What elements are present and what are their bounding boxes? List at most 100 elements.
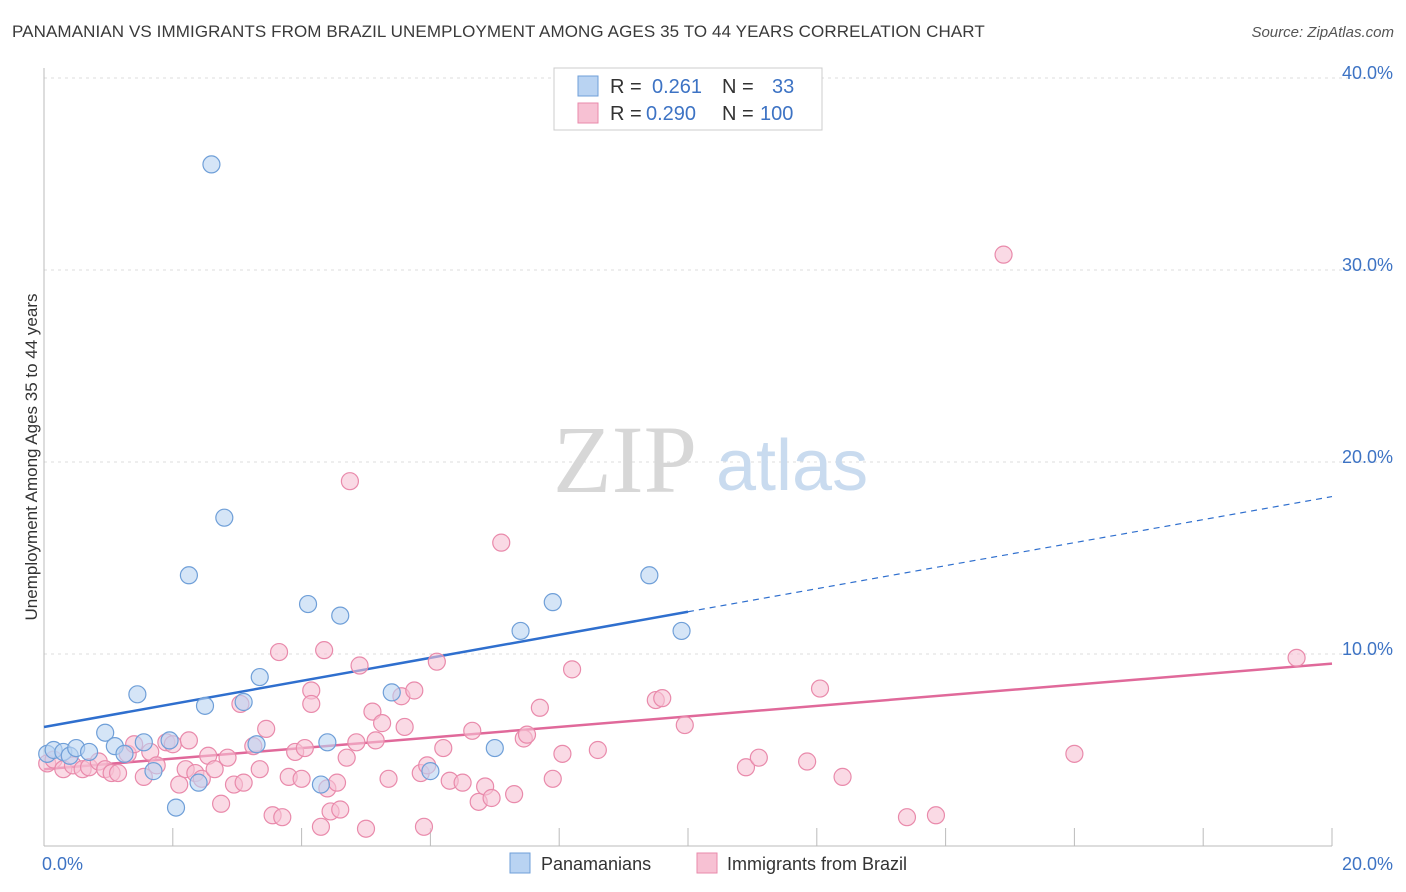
point-brazil-17 bbox=[170, 775, 189, 794]
point-brazil-45 bbox=[327, 773, 347, 792]
point-brazil-62 bbox=[427, 652, 446, 671]
legend-swatch-panamanians bbox=[509, 852, 531, 874]
point-brazil-71 bbox=[505, 785, 524, 804]
point-panamanians-25 bbox=[331, 606, 350, 625]
watermark-zip: ZIP bbox=[553, 406, 697, 513]
y-tick-label-20: 20.0% bbox=[1342, 447, 1393, 467]
legend-label-panamanians: Panamanians bbox=[541, 854, 651, 874]
point-brazil-88 bbox=[926, 806, 946, 825]
point-panamanians-27 bbox=[421, 762, 440, 781]
point-panamanians-19 bbox=[234, 692, 253, 712]
point-brazil-85 bbox=[810, 679, 830, 698]
point-panamanians-21 bbox=[250, 667, 269, 687]
point-brazil-48 bbox=[340, 472, 359, 491]
point-brazil-24 bbox=[212, 794, 231, 813]
chart-title: PANAMANIAN VS IMMIGRANTS FROM BRAZIL UNE… bbox=[12, 22, 985, 41]
point-panamanians-17 bbox=[202, 155, 221, 174]
point-brazil-69 bbox=[482, 788, 501, 808]
watermark-atlas: atlas bbox=[716, 426, 868, 506]
point-panamanians-12 bbox=[160, 731, 179, 750]
y-tick-label-40: 40.0% bbox=[1342, 63, 1393, 83]
point-panamanians-20 bbox=[247, 735, 266, 754]
point-brazil-46 bbox=[331, 800, 350, 819]
point-brazil-60 bbox=[414, 817, 434, 836]
series-panamanians-points bbox=[38, 155, 691, 817]
grid-lines bbox=[44, 77, 1392, 655]
point-brazil-90 bbox=[1065, 744, 1084, 763]
point-panamanians-18 bbox=[215, 508, 234, 527]
point-brazil-63 bbox=[434, 738, 453, 758]
point-brazil-28 bbox=[234, 773, 253, 792]
point-brazil-91 bbox=[1287, 648, 1306, 667]
point-brazil-80 bbox=[653, 689, 672, 708]
point-brazil-30 bbox=[250, 760, 269, 779]
point-brazil-40 bbox=[302, 694, 321, 714]
stats-r-value-brazil: 0.290 bbox=[646, 103, 696, 125]
point-brazil-23 bbox=[205, 760, 224, 779]
point-panamanians-26 bbox=[382, 683, 401, 702]
point-brazil-34 bbox=[269, 642, 289, 662]
y-axis-title: Unemployment Among Ages 35 to 44 years bbox=[22, 294, 41, 621]
point-brazil-49 bbox=[347, 733, 366, 752]
point-panamanians-14 bbox=[179, 566, 198, 585]
point-brazil-53 bbox=[366, 731, 385, 750]
point-brazil-89 bbox=[994, 245, 1013, 264]
point-panamanians-28 bbox=[485, 738, 504, 758]
point-brazil-58 bbox=[405, 681, 424, 700]
point-brazil-19 bbox=[179, 731, 198, 750]
point-brazil-42 bbox=[315, 641, 334, 660]
point-panamanians-5 bbox=[79, 742, 99, 762]
stats-legend-swatch-brazil bbox=[577, 102, 599, 124]
point-brazil-9 bbox=[108, 763, 128, 783]
stats-n-label-panamanians: N = bbox=[722, 76, 754, 98]
y-tick-label-30: 30.0% bbox=[1342, 255, 1393, 275]
point-brazil-74 bbox=[530, 698, 549, 717]
point-brazil-84 bbox=[798, 752, 817, 771]
point-brazil-82 bbox=[736, 758, 756, 777]
point-panamanians-22 bbox=[298, 594, 318, 614]
x-tick-labels: 0.0% 20.0% bbox=[42, 854, 1393, 874]
point-brazil-73 bbox=[517, 725, 537, 744]
series-brazil-points bbox=[38, 245, 1306, 838]
point-brazil-81 bbox=[675, 715, 694, 735]
point-brazil-37 bbox=[292, 769, 311, 788]
point-brazil-51 bbox=[356, 819, 376, 838]
point-brazil-47 bbox=[337, 748, 356, 767]
point-brazil-55 bbox=[379, 769, 398, 788]
point-brazil-83 bbox=[749, 748, 768, 767]
point-panamanians-6 bbox=[96, 723, 115, 742]
point-brazil-25 bbox=[218, 748, 237, 767]
point-brazil-75 bbox=[543, 769, 562, 788]
stats-n-value-panamanians: 33 bbox=[772, 76, 794, 98]
point-brazil-57 bbox=[395, 717, 414, 737]
y-tick-labels: 10.0% 20.0% 30.0% 40.0% bbox=[1342, 63, 1393, 659]
point-brazil-31 bbox=[257, 719, 276, 738]
point-panamanians-9 bbox=[128, 685, 147, 704]
x-tick-label-0: 0.0% bbox=[42, 854, 83, 874]
stats-n-value-brazil: 100 bbox=[760, 103, 793, 125]
point-brazil-38 bbox=[295, 738, 314, 758]
point-brazil-86 bbox=[833, 767, 852, 786]
point-panamanians-16 bbox=[195, 696, 215, 715]
point-panamanians-15 bbox=[189, 773, 208, 792]
point-brazil-70 bbox=[492, 533, 511, 552]
point-brazil-87 bbox=[897, 808, 917, 827]
trend-line-1 bbox=[43, 662, 1333, 771]
legend-swatch-brazil bbox=[696, 852, 718, 874]
point-panamanians-29 bbox=[511, 621, 530, 641]
trend-line-extension-0 bbox=[687, 495, 1333, 613]
point-brazil-76 bbox=[553, 744, 572, 763]
point-brazil-78 bbox=[588, 740, 607, 760]
stats-n-label-brazil: N = bbox=[722, 103, 754, 125]
point-panamanians-24 bbox=[318, 733, 337, 752]
point-panamanians-32 bbox=[672, 621, 691, 641]
point-panamanians-10 bbox=[134, 733, 153, 752]
point-brazil-66 bbox=[463, 721, 482, 740]
legend-label-brazil: Immigrants from Brazil bbox=[727, 854, 907, 874]
point-brazil-77 bbox=[562, 660, 582, 679]
point-panamanians-30 bbox=[543, 593, 562, 612]
point-panamanians-11 bbox=[144, 762, 163, 781]
y-tick-label-10: 10.0% bbox=[1342, 639, 1393, 659]
point-panamanians-31 bbox=[640, 566, 659, 585]
stats-legend-swatch-panamanians bbox=[577, 75, 599, 97]
